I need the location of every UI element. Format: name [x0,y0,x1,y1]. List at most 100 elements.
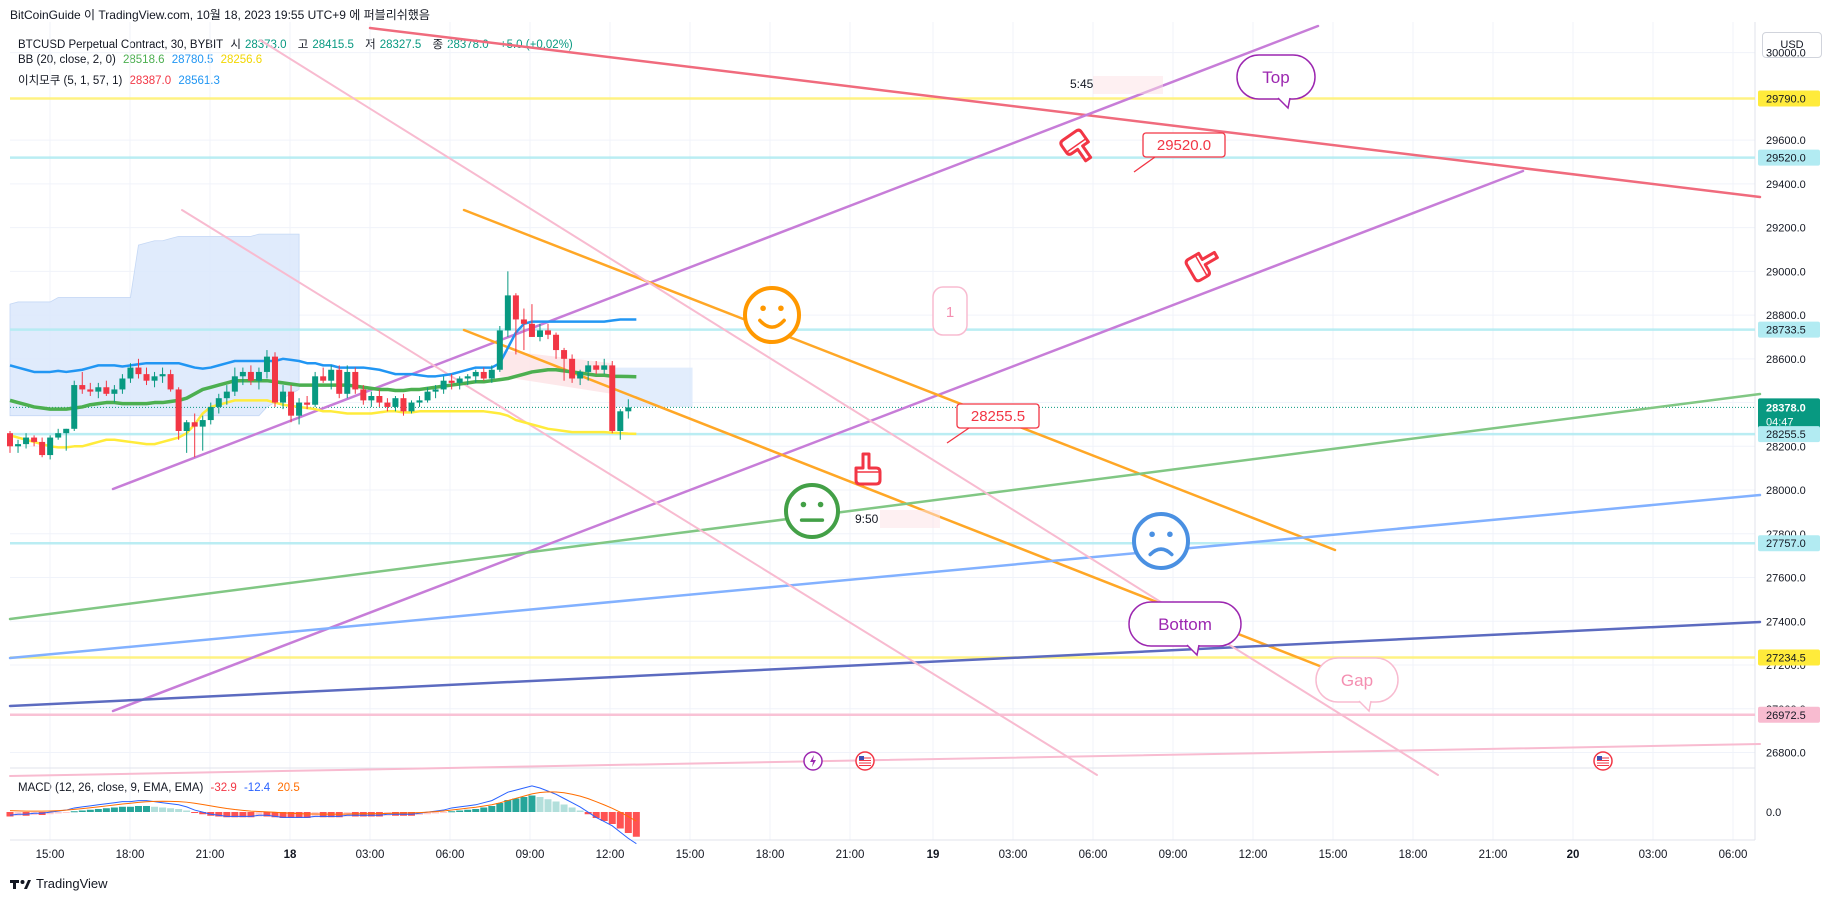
x-tick-21: 06:00 [1719,849,1748,861]
legend-bollinger[interactable]: BB (20, close, 2, 0) 28518.6 28780.5 282… [18,54,266,66]
legend-macd[interactable]: MACD (12, 26, close, 9, EMA, EMA) -32.9 … [18,782,304,794]
macd-bar-19 [159,807,167,812]
legend-macd-hist: -32.9 [210,782,237,794]
candle-53 [432,389,439,392]
y-tick-13: 29400.0 [1766,179,1806,191]
candle-46 [376,396,383,403]
candle-76 [617,411,624,431]
macd-bar-32 [263,812,271,817]
macd-bar-64 [520,797,528,812]
currency-button[interactable]: USD [1762,32,1822,58]
macd-bar-63 [512,798,520,812]
legend-macd-line: -12.4 [243,782,271,794]
time-note-950: 9:50 [855,512,879,526]
x-tick-11: 19 [927,849,940,861]
candle-8 [71,385,78,429]
macd-bar-6 [54,812,62,814]
candle-23 [191,422,198,427]
emoji-neutral-eye-left [800,501,807,508]
emoji-neutral-face [784,483,840,539]
candle-74 [601,365,608,370]
note-1-text: 1 [946,304,954,321]
x-tick-13: 06:00 [1079,849,1108,861]
callout-bottom-tail [1186,644,1200,657]
legend-high: 고 28415.5 [297,39,354,51]
navy-trendline [8,620,1762,708]
x-tick-1: 18:00 [116,849,145,861]
candle-10 [87,389,94,392]
price-tag-text-2: 28733.5 [1766,325,1806,337]
ichimoku-cloud [9,233,300,417]
y-tick-14: 29600.0 [1766,135,1806,147]
x-tick-9: 18:00 [756,849,785,861]
emoji-smile-eye-left [760,305,766,312]
candle-31 [255,371,262,381]
macd-zero-label: 0.0 [1766,807,1781,819]
legend-open: 시 28373.0 [230,39,287,51]
candle-13 [111,389,118,394]
candle-64 [520,319,527,324]
legend-change: +5.0 (+0.02%) [499,39,573,51]
x-tick-12: 03:00 [999,849,1028,861]
macd-bar-37 [303,812,311,818]
macd-bar-7 [62,812,70,813]
price-tag-2 [1758,321,1820,338]
ichimoku-cloud-bear [499,350,613,394]
candle-24 [199,420,206,427]
price-note-29520-pointer [1133,156,1156,173]
legend-macd-signal: 20.5 [277,782,300,794]
tradingview-logo-text: TradingView [36,876,108,891]
candle-1 [15,444,22,447]
blue-trendline [8,493,1762,660]
candle-34 [280,391,287,403]
macd-bar-56 [456,810,464,812]
legend-symbol[interactable]: BTCUSD Perpetual Contract, 30, BYBIT [18,39,224,51]
callout-top-bubble [1236,54,1316,100]
macd-bar-21 [175,809,183,812]
y-tick-4: 27600.0 [1766,573,1806,585]
hand-pointer-icon-3 [854,452,882,486]
candle-57 [464,376,471,379]
macd-bar-45 [367,812,375,817]
note-1-box [932,286,968,336]
macd-bar-71 [576,810,584,812]
macd-bar-31 [255,812,263,817]
callout-gap-text: Gap [1341,671,1373,690]
candle-16 [135,367,142,375]
candle-37 [304,402,311,405]
macd-bar-59 [480,807,488,812]
price-note-29520-text: 29520.0 [1157,137,1211,154]
x-tick-19: 20 [1567,849,1580,861]
candle-63 [512,295,519,320]
candle-72 [585,365,592,372]
macd-bar-67 [544,799,552,812]
macd-bar-39 [319,812,327,818]
legend-bb-lower: 28256.6 [220,54,263,66]
candle-71 [577,371,584,379]
pink-diag-2 [181,209,1098,776]
candle-51 [416,400,423,403]
tradingview-logo[interactable]: TradingView [10,876,108,891]
candle-67 [545,330,552,335]
price-tag-5 [1758,535,1820,552]
purple-channel-lower [111,169,1525,713]
callout-gap-bubble [1315,657,1399,703]
legend-ichimoku[interactable]: 이치모쿠 (5, 1, 57, 1) 28387.0 28561.3 [18,72,224,88]
macd-bar-77 [624,812,632,833]
x-tick-7: 12:00 [596,849,625,861]
y-tick-9: 28600.0 [1766,354,1806,366]
candle-49 [400,398,407,412]
y-tick-15: 30000.0 [1766,48,1806,60]
macd-bar-78 [632,812,640,837]
y-tick-6: 28000.0 [1766,485,1806,497]
candle-55 [448,380,455,383]
price-tag-0 [1758,90,1820,107]
candle-11 [95,387,102,392]
macd-bar-65 [528,795,536,812]
purple-channel-upper [111,24,1320,491]
y-tick-0: 26800.0 [1766,748,1806,760]
y-tick-10: 28800.0 [1766,310,1806,322]
x-tick-3: 18 [284,849,297,861]
candle-59 [480,371,487,379]
